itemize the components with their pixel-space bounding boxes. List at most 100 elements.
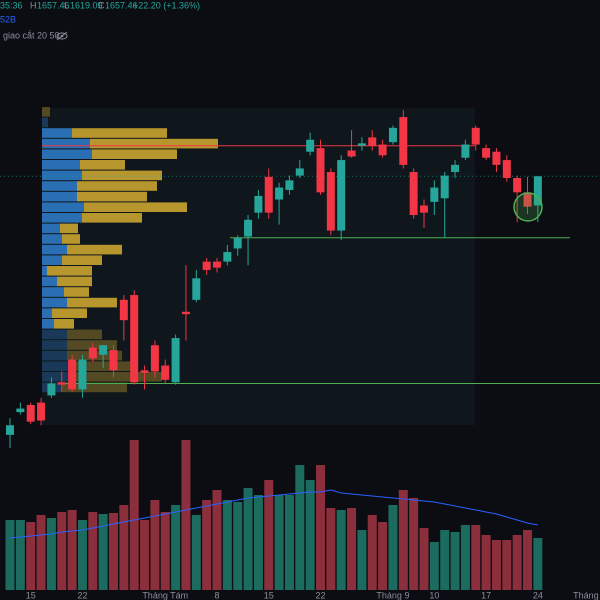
x-tick-label: 22 [77,590,87,600]
volume-bar [212,490,222,590]
candle-body [388,127,397,143]
candle-body [275,187,284,200]
candle-body [306,139,315,152]
volume-bar [150,500,160,590]
volume-bar [5,520,15,590]
volume-bar [202,500,212,590]
candle-body [161,365,170,380]
candle-body [37,402,46,421]
profile-up [42,255,62,265]
profile-down [67,297,117,308]
profile-up [42,223,60,234]
volume-bar [326,508,336,590]
volume-bar [295,465,305,590]
profile-down [62,255,102,265]
candle-body [254,195,263,213]
profile-up [42,350,67,361]
volume-bar [222,500,232,590]
profile-down [42,107,50,117]
profile-down [47,266,92,276]
candle-body [482,148,491,158]
profile-down [80,160,125,170]
marker-circle [513,192,543,222]
volume-bar [253,495,263,590]
eye-icon[interactable] [56,31,68,41]
x-tick-label: 22 [315,590,325,600]
candle-body [471,127,480,145]
volume-bar [119,505,129,590]
candle-body [440,175,449,199]
candle-body [513,177,522,193]
candle-body [285,180,294,190]
profile-down [60,223,78,234]
profile-down [67,244,122,255]
x-tick-label: 8 [214,590,219,600]
profile-down [62,234,80,244]
profile-up [42,191,77,202]
x-tick-label: 15 [264,590,274,600]
profile-up [42,213,82,223]
candle-body [181,311,190,315]
close: 1657.46 [105,0,138,10]
volume-bar [233,502,243,590]
volume-bar [388,505,398,590]
profile-down [54,319,74,329]
volume-bar [305,480,315,590]
profile-up [42,297,67,308]
volume-bar [129,440,139,590]
profile-up [42,308,52,318]
volume-bar [191,515,201,590]
candle-body [337,160,346,231]
profile-up [42,244,67,255]
candle-body [150,345,159,372]
volume-bar [181,440,191,590]
candle-body [171,338,180,383]
volume-bar [450,532,460,590]
profile-up [42,266,47,276]
profile-down [67,340,117,350]
candle-body [264,176,273,213]
volume-bar [284,495,294,590]
candle-body [47,383,56,396]
volume-bar [419,528,429,590]
candle-body [88,347,97,359]
candle-body [378,144,387,156]
profile-up [42,361,72,371]
volume-bar [460,525,470,590]
candle-body [451,164,460,173]
volume-bar [398,490,408,590]
profile-up [42,276,57,287]
time: 35:36 [0,0,23,10]
volume-bar [491,540,501,590]
close-label: C [98,0,105,10]
profile-down [82,213,142,223]
x-tick-label: 24 [533,590,543,600]
candle-body [192,278,201,300]
candle-body [130,295,139,383]
volume-bar [160,512,170,590]
change: +22.20 (+1.36%) [133,0,200,10]
candle-body [140,370,149,373]
volume-bar [481,535,491,590]
volume-bar [109,513,118,590]
candle-body [68,359,77,390]
candle-body [430,187,439,202]
volume-ma [9,489,538,539]
candle-body [213,261,221,268]
profile-down [77,181,157,191]
volume-bar [347,508,357,590]
volume-bar [378,522,388,590]
candle-body [16,408,25,413]
profile-up [42,128,72,138]
profile-down [64,287,89,297]
profile-up [42,340,67,350]
volume-bar [57,512,67,590]
volume-bar [77,520,87,590]
volume-bar [357,530,367,590]
volume-bar [429,542,439,590]
volume-bar [502,540,512,590]
volume-bar [26,522,36,590]
candle-body [533,176,542,206]
volume-bar [533,538,543,590]
volume-bar [512,535,522,590]
